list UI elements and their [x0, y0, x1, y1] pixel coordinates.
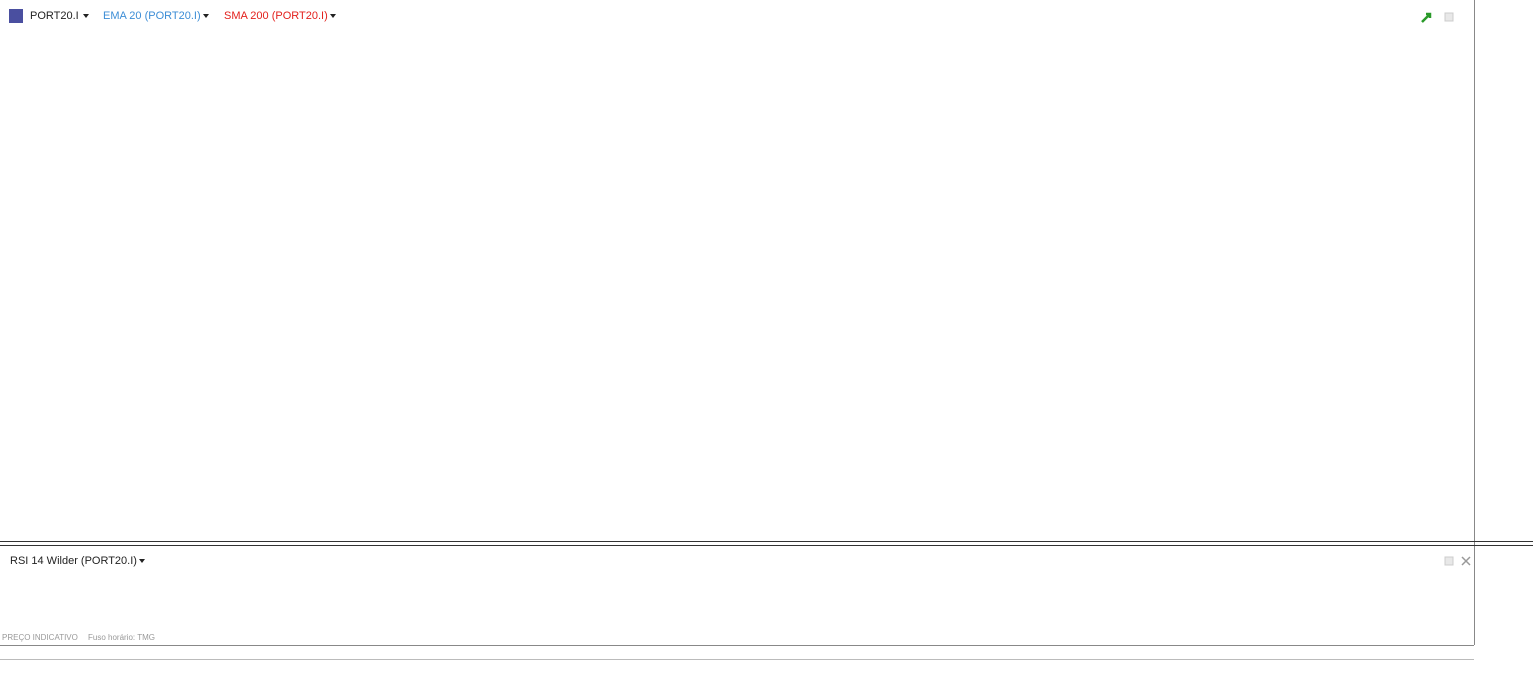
- close-icon[interactable]: [1461, 556, 1471, 566]
- dropdown-arrow[interactable]: [139, 559, 145, 563]
- dropdown-arrow[interactable]: [330, 14, 336, 18]
- legend-ema[interactable]: EMA 20 (PORT20.I): [103, 10, 201, 22]
- maximize-icon[interactable]: [1444, 12, 1454, 22]
- legend-symbol[interactable]: PORT20.I: [30, 10, 79, 22]
- dropdown-arrow[interactable]: [83, 14, 89, 18]
- rsi-title[interactable]: RSI 14 Wilder (PORT20.I): [10, 555, 137, 567]
- price-notice: PREÇO INDICATIVO: [2, 633, 78, 642]
- legend-sma[interactable]: SMA 200 (PORT20.I): [224, 10, 328, 22]
- symbol-icon: [9, 9, 23, 23]
- maximize-icon[interactable]: [1444, 556, 1454, 566]
- dropdown-arrow[interactable]: [203, 14, 209, 18]
- timezone-note: Fuso horário: TMG: [88, 633, 155, 642]
- trend-icon[interactable]: [1421, 12, 1432, 23]
